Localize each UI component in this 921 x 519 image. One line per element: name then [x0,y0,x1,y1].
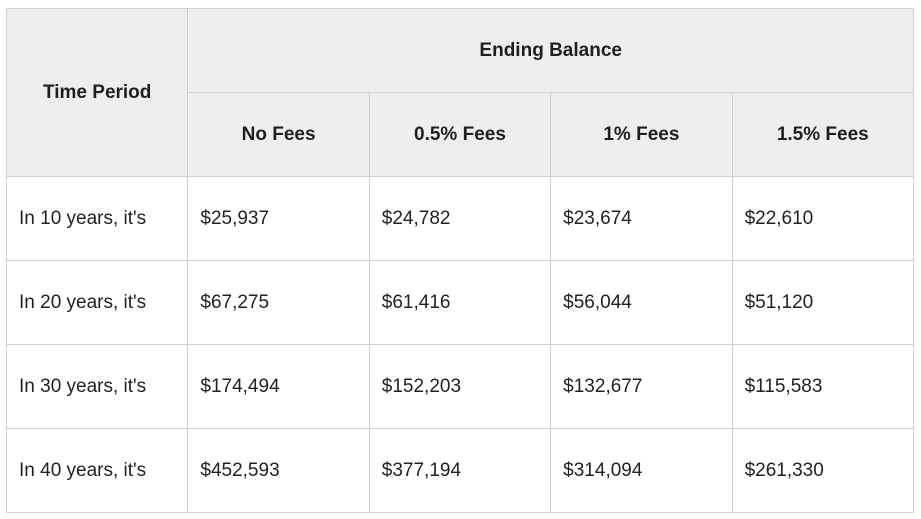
balance-cell: $67,275 [187,260,370,345]
table-body: In 10 years, it's $25,937 $24,782 $23,67… [5,176,915,513]
ending-balance-header: Ending Balance [187,8,914,93]
header-row-fees: No Fees 0.5% Fees 1% Fees 1.5% Fees [7,92,915,177]
balance-cell: $261,330 [731,428,915,513]
balance-cell: $61,416 [368,260,552,345]
period-cell: In 30 years, it's [5,344,189,429]
fee-header-1-percent: 1% Fees [550,92,733,177]
balance-cell: $452,593 [187,428,370,513]
period-cell: In 20 years, it's [5,260,189,345]
fee-header-0-5-percent: 0.5% Fees [368,92,552,177]
ending-balance-table: Time Period Ending Balance No Fees 0.5% … [5,8,915,513]
balance-cell: $132,677 [550,344,733,429]
balance-cell: $23,674 [550,176,733,261]
fee-header-1-5-percent: 1.5% Fees [731,92,915,177]
table-header: Time Period Ending Balance No Fees 0.5% … [5,8,915,177]
balance-cell: $56,044 [550,260,733,345]
header-row-top: Time Period Ending Balance [5,8,914,177]
balance-cell: $314,094 [550,428,733,513]
balance-cell: $152,203 [368,344,552,429]
balance-cell: $174,494 [187,344,370,429]
fee-header-no-fees: No Fees [187,92,370,177]
balance-cell: $25,937 [187,176,370,261]
balance-cell: $51,120 [731,260,915,345]
table-row: In 10 years, it's $25,937 $24,782 $23,67… [5,176,915,261]
period-cell: In 10 years, it's [5,176,189,261]
table-row: In 20 years, it's $67,275 $61,416 $56,04… [5,260,915,345]
balance-cell: $22,610 [731,176,915,261]
balance-cell: $115,583 [731,344,915,429]
period-cell: In 40 years, it's [5,428,189,513]
table-row: In 40 years, it's $452,593 $377,194 $314… [5,428,915,513]
balance-cell: $24,782 [368,176,552,261]
table-row: In 30 years, it's $174,494 $152,203 $132… [5,344,915,429]
time-period-header: Time Period [5,8,189,177]
balance-cell: $377,194 [368,428,552,513]
